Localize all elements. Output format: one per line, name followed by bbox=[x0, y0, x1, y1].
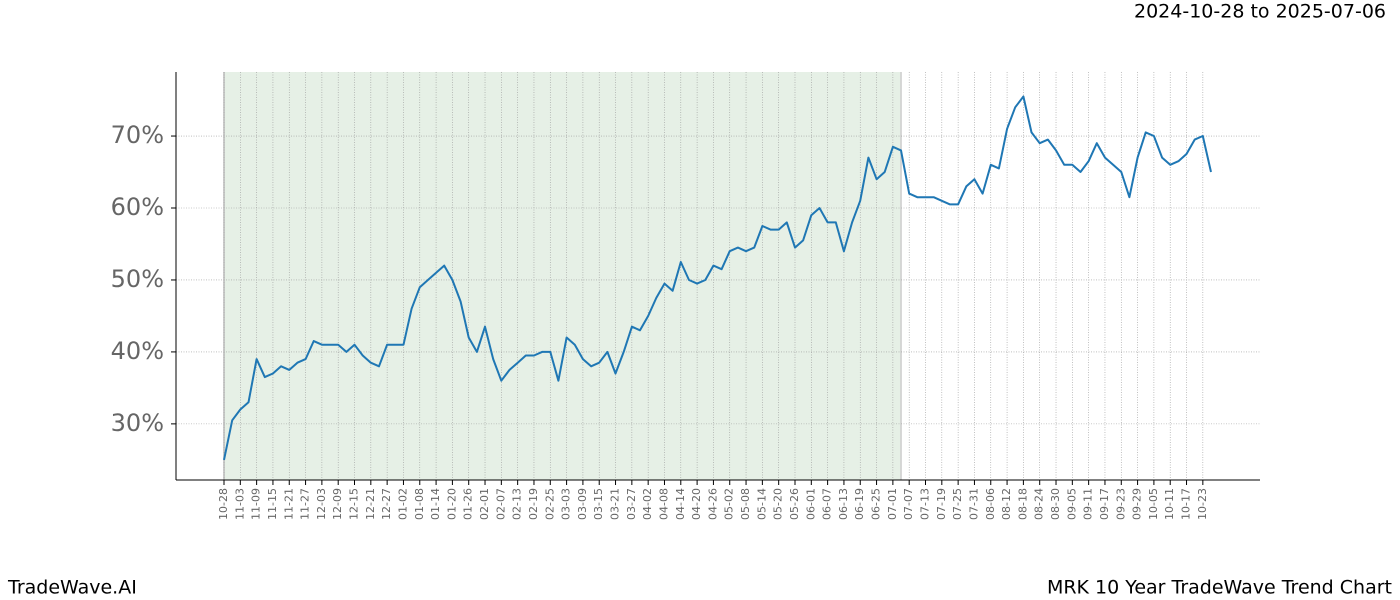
x-tick-label: 03-03 bbox=[560, 488, 573, 520]
x-tick-label: 02-07 bbox=[494, 488, 507, 520]
x-tick-label: 10-05 bbox=[1147, 488, 1160, 520]
x-tick-label: 09-23 bbox=[1114, 488, 1127, 520]
y-tick-label: 70% bbox=[111, 121, 164, 149]
x-tick-label: 07-13 bbox=[919, 488, 932, 520]
x-tick-label: 02-25 bbox=[543, 488, 556, 520]
x-tick-label: 10-28 bbox=[217, 488, 230, 520]
x-tick-label: 05-08 bbox=[739, 488, 752, 520]
x-tick-label: 01-14 bbox=[429, 488, 442, 520]
x-tick-label: 08-06 bbox=[984, 488, 997, 520]
x-tick-label: 06-13 bbox=[837, 488, 850, 520]
x-tick-label: 12-27 bbox=[380, 488, 393, 520]
x-tick-label: 02-01 bbox=[478, 488, 491, 520]
x-tick-label: 03-09 bbox=[576, 488, 589, 520]
x-tick-label: 04-02 bbox=[641, 488, 654, 520]
x-tick-label: 05-14 bbox=[755, 488, 768, 520]
x-tick-label: 07-31 bbox=[967, 488, 980, 520]
x-tick-label: 04-08 bbox=[657, 488, 670, 520]
x-tick-label: 11-21 bbox=[282, 488, 295, 520]
x-tick-label: 05-26 bbox=[788, 488, 801, 520]
shaded-region bbox=[224, 72, 902, 480]
x-tick-label: 01-20 bbox=[445, 488, 458, 520]
x-tick-label: 02-13 bbox=[511, 488, 524, 520]
y-tick-label: 50% bbox=[111, 265, 164, 293]
x-tick-label: 06-25 bbox=[870, 488, 883, 520]
x-tick-label: 11-15 bbox=[266, 488, 279, 520]
x-tick-label: 08-24 bbox=[1033, 488, 1046, 520]
x-tick-label: 03-27 bbox=[625, 488, 638, 520]
x-tick-label: 07-25 bbox=[951, 488, 964, 520]
x-tick-label: 02-19 bbox=[527, 488, 540, 520]
x-tick-label: 11-03 bbox=[233, 488, 246, 520]
x-tick-label: 03-21 bbox=[609, 488, 622, 520]
x-tick-label: 11-09 bbox=[250, 488, 263, 520]
x-tick-label: 10-23 bbox=[1196, 488, 1209, 520]
y-tick-label: 60% bbox=[111, 193, 164, 221]
x-tick-label: 04-14 bbox=[674, 488, 687, 520]
x-tick-label: 12-15 bbox=[348, 488, 361, 520]
x-tick-label: 12-03 bbox=[315, 488, 328, 520]
x-tick-label: 08-30 bbox=[1049, 488, 1062, 520]
x-tick-label: 04-26 bbox=[706, 488, 719, 520]
x-tick-label: 07-07 bbox=[902, 488, 915, 520]
x-tick-label: 05-20 bbox=[772, 488, 785, 520]
x-tick-label: 06-19 bbox=[853, 488, 866, 520]
y-tick-label: 40% bbox=[111, 337, 164, 365]
x-tick-label: 12-21 bbox=[364, 488, 377, 520]
x-tick-label: 12-09 bbox=[331, 488, 344, 520]
x-tick-label: 04-20 bbox=[690, 488, 703, 520]
x-tick-label: 01-08 bbox=[413, 488, 426, 520]
x-tick-label: 06-07 bbox=[821, 488, 834, 520]
x-tick-label: 09-05 bbox=[1065, 488, 1078, 520]
x-tick-label: 11-27 bbox=[299, 488, 312, 520]
x-tick-label: 08-18 bbox=[1016, 488, 1029, 520]
x-tick-label: 06-01 bbox=[804, 488, 817, 520]
x-tick-label: 03-15 bbox=[592, 488, 605, 520]
x-tick-label: 05-02 bbox=[723, 488, 736, 520]
x-tick-label: 10-17 bbox=[1180, 488, 1193, 520]
brand: TradeWave.AI bbox=[7, 577, 137, 599]
x-tick-label: 01-26 bbox=[462, 488, 475, 520]
x-tick-label: 09-11 bbox=[1082, 488, 1095, 520]
data-line bbox=[223, 95, 1212, 461]
x-tick-label: 07-19 bbox=[935, 488, 948, 520]
x-tick-label: 08-12 bbox=[1000, 488, 1013, 520]
y-tick-label: 30% bbox=[111, 409, 164, 437]
x-tick-label: 07-01 bbox=[886, 488, 899, 520]
x-tick-label: 01-02 bbox=[396, 488, 409, 520]
x-tick-label: 09-29 bbox=[1131, 488, 1144, 520]
chart-subtitle: MRK 10 Year TradeWave Trend Chart bbox=[1047, 577, 1392, 599]
x-tick-label: 10-11 bbox=[1163, 488, 1176, 520]
chart-title: 2024-10-28 to 2025-07-06 bbox=[1134, 1, 1386, 23]
plot-area: 30% 40% 50% 60% 70% 10-28 11-03 11-09 11-15 11-21… bbox=[111, 72, 1260, 520]
x-tick-label: 09-17 bbox=[1098, 488, 1111, 520]
